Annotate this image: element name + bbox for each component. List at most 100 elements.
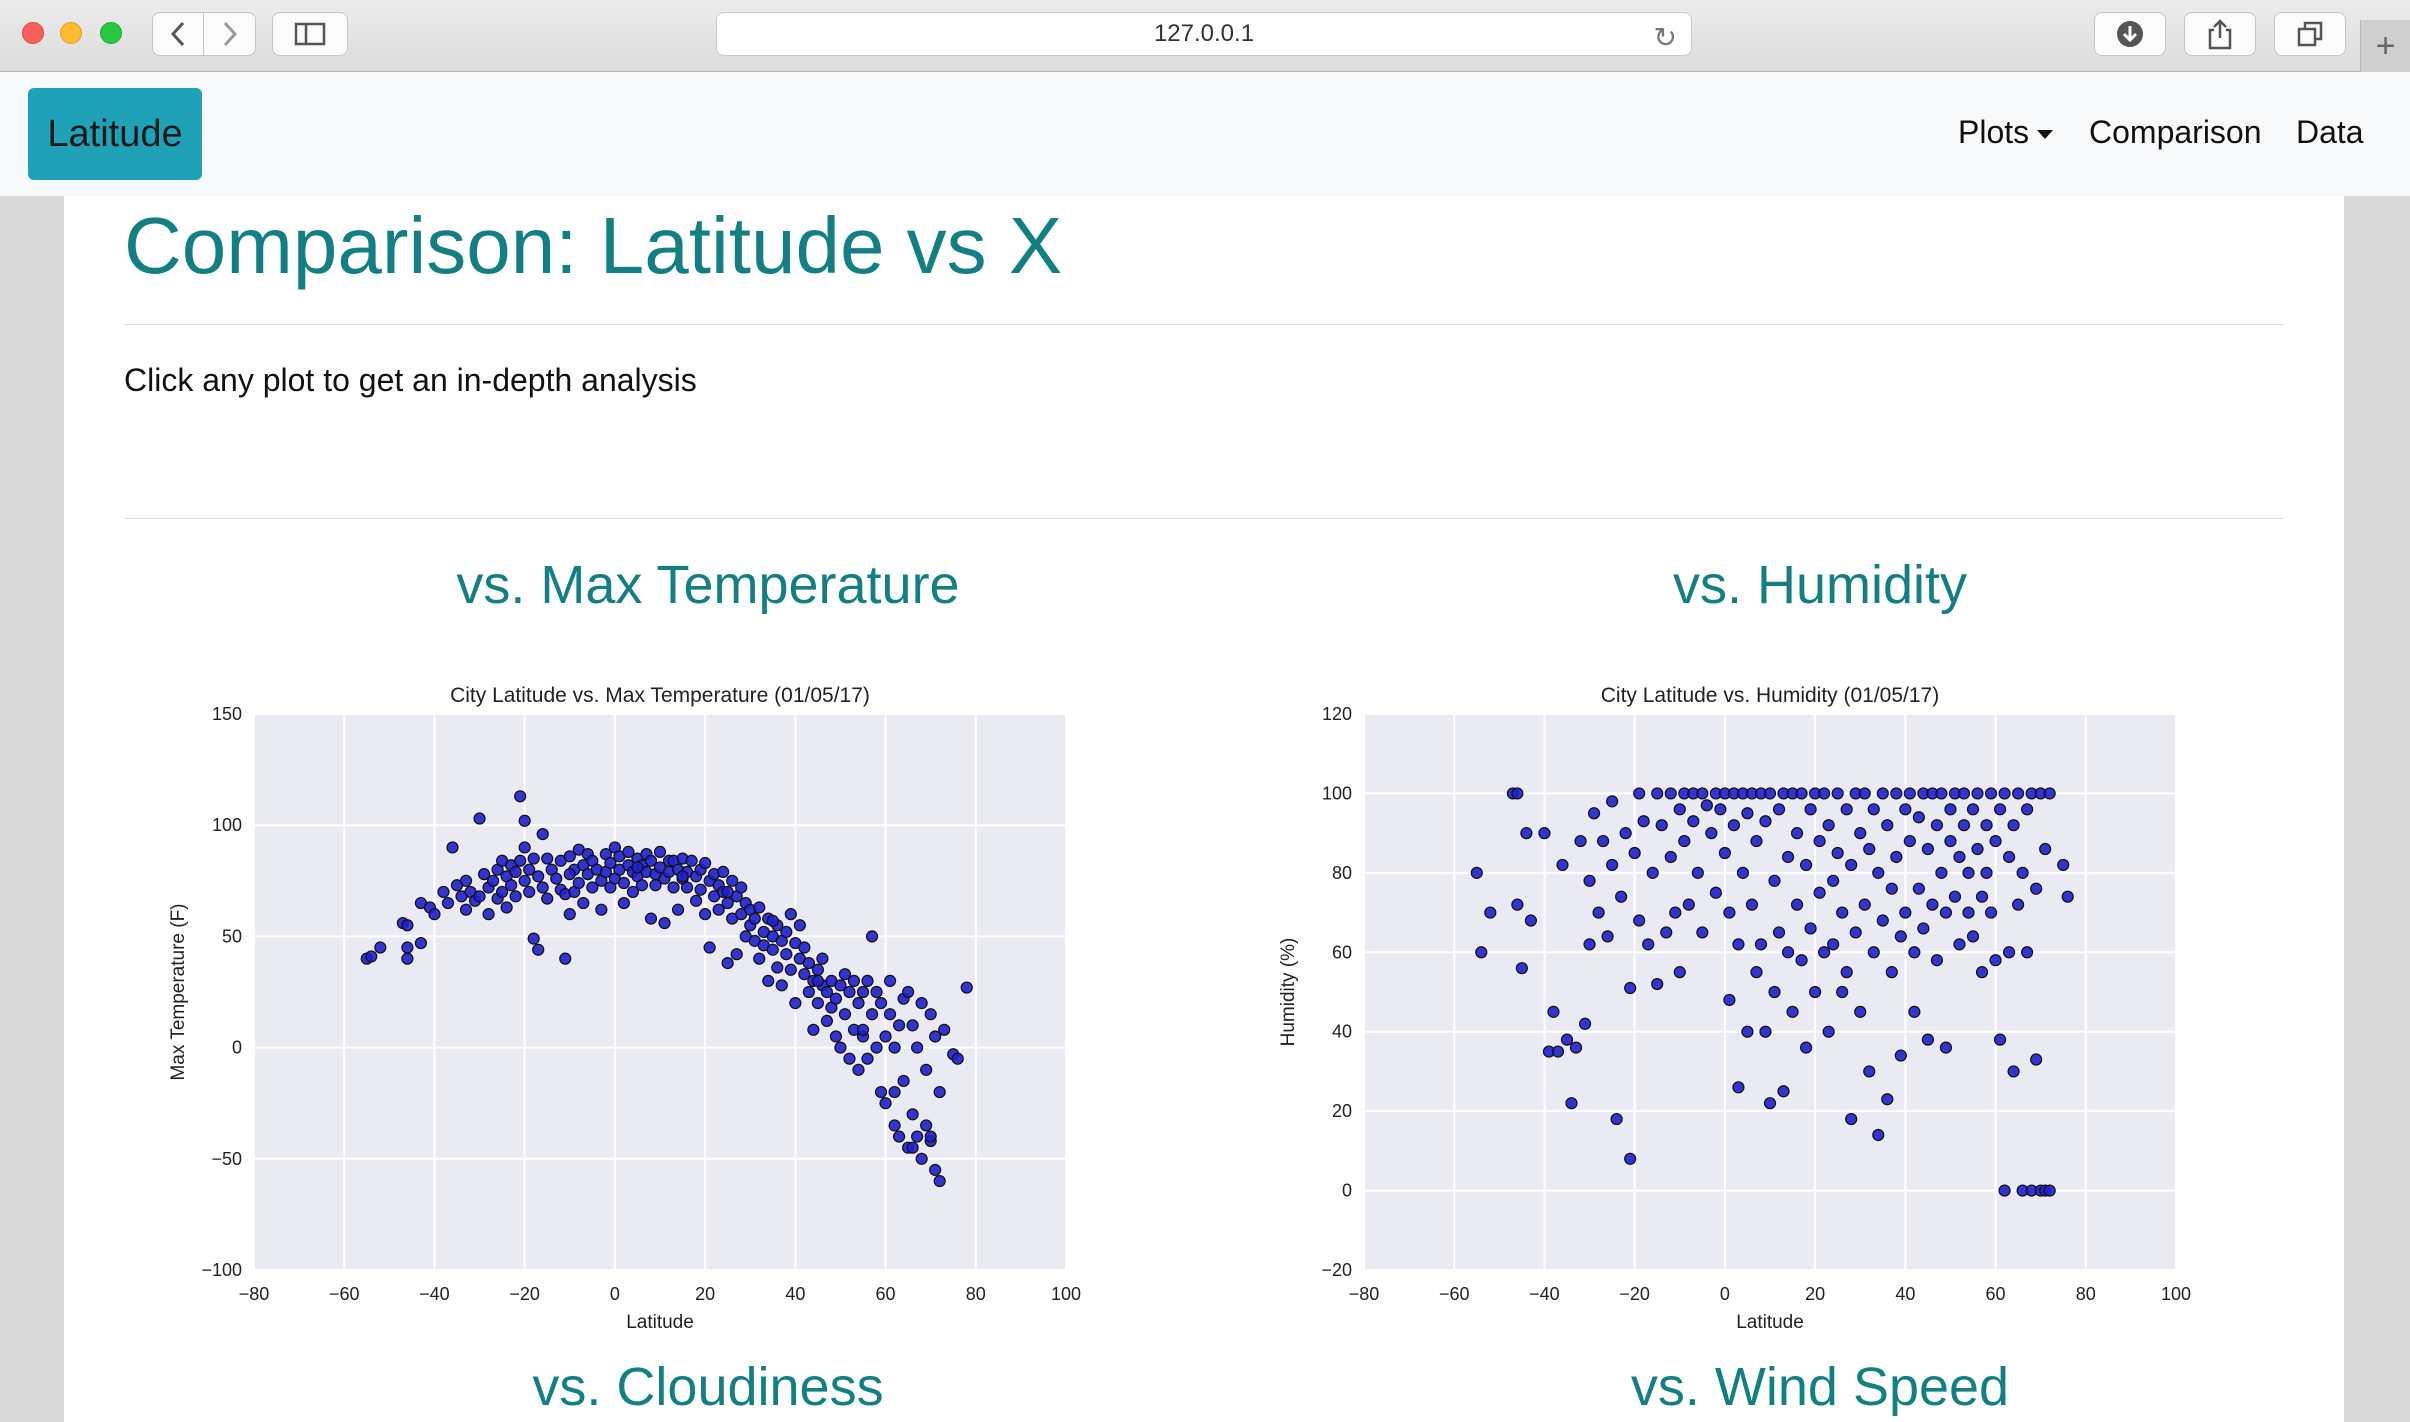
data-point — [766, 914, 779, 927]
close-window-button[interactable] — [22, 22, 44, 44]
data-point — [1912, 811, 1925, 824]
max-temperature-plot[interactable]: −80 −60 −40 −20 0 20 40 60 80 100 −100 −50 0 50 100 150… — [160, 666, 1160, 1346]
data-point — [1908, 946, 1921, 959]
data-point — [1944, 803, 1957, 816]
data-point — [1804, 803, 1817, 816]
forward-button[interactable] — [204, 12, 256, 56]
data-point — [1709, 886, 1722, 899]
data-point — [1637, 815, 1650, 828]
maximize-window-button[interactable] — [100, 22, 122, 44]
data-point — [527, 932, 540, 945]
tab-overview-button[interactable] — [2274, 12, 2346, 56]
data-point — [694, 883, 707, 896]
data-point — [626, 885, 640, 899]
data-point — [1867, 946, 1880, 959]
data-point — [1980, 866, 1993, 879]
data-point — [843, 1052, 856, 1065]
data-point — [1768, 985, 1781, 999]
nav-data-link[interactable]: Data — [2296, 114, 2364, 150]
data-point — [753, 952, 766, 965]
data-point — [1551, 1045, 1565, 1058]
data-point — [509, 865, 522, 879]
data-point — [1849, 926, 1862, 939]
main-content: Comparison: Latitude vs X Click any plot… — [64, 196, 2344, 1422]
data-point — [496, 885, 509, 899]
data-point — [1939, 1041, 1953, 1054]
data-point — [1935, 866, 1948, 879]
data-point — [1827, 874, 1840, 887]
sidebar-toggle-button[interactable] — [272, 12, 348, 56]
y-tick-label: 20 — [1332, 1101, 1352, 1121]
data-point — [1777, 1085, 1790, 1098]
data-point — [563, 908, 576, 921]
share-button[interactable] — [2184, 12, 2256, 56]
data-point — [541, 852, 554, 865]
new-tab-button[interactable]: + — [2360, 20, 2410, 72]
x-tick-label: −20 — [1619, 1284, 1650, 1304]
data-point — [1628, 846, 1641, 860]
data-point — [798, 941, 811, 954]
y-tick-label: 60 — [1332, 942, 1352, 962]
y-tick-label: −50 — [211, 1149, 242, 1169]
data-point — [1547, 1005, 1560, 1018]
data-point — [1809, 985, 1822, 999]
data-point — [1606, 795, 1619, 808]
downloads-button[interactable] — [2094, 12, 2166, 56]
minimize-window-button[interactable] — [60, 22, 82, 44]
address-bar[interactable]: 127.0.0.1 ↻ — [716, 12, 1692, 56]
data-point — [1736, 866, 1750, 879]
data-point — [1858, 787, 1871, 800]
data-point — [1723, 993, 1736, 1007]
data-point — [1840, 966, 1853, 979]
data-point — [1660, 926, 1673, 939]
data-point — [1624, 1152, 1637, 1165]
data-point — [1700, 799, 1713, 812]
data-point — [2043, 787, 2056, 800]
data-point — [1750, 834, 1763, 848]
data-point — [929, 1030, 942, 1043]
data-point — [644, 912, 658, 925]
data-point — [897, 1074, 910, 1088]
data-point — [1723, 906, 1736, 919]
y-tick-label: 120 — [1322, 704, 1352, 724]
data-point — [1984, 787, 1998, 800]
data-point — [1714, 803, 1727, 816]
data-point — [843, 985, 856, 999]
plot-area — [254, 714, 1066, 1270]
data-point — [721, 885, 734, 899]
nav-comparison-link[interactable]: Comparison — [2089, 114, 2262, 150]
data-point — [1673, 803, 1686, 816]
reload-icon[interactable]: ↻ — [1653, 22, 1677, 53]
navbar-brand[interactable]: Latitude — [28, 88, 202, 180]
data-point — [1885, 882, 1898, 895]
nav-plots-dropdown[interactable]: Plots — [1958, 114, 2054, 151]
x-tick-label: 0 — [610, 1284, 620, 1304]
data-point — [536, 827, 549, 841]
data-point — [1845, 1112, 1858, 1126]
data-point — [1669, 906, 1682, 919]
data-point — [902, 985, 915, 999]
data-point — [798, 968, 811, 981]
data-point — [1520, 827, 1533, 840]
data-point — [1718, 846, 1731, 860]
data-point — [829, 1030, 843, 1043]
back-button[interactable] — [152, 12, 204, 56]
data-point — [680, 881, 694, 894]
data-point — [1975, 890, 1989, 903]
data-point — [789, 997, 802, 1010]
data-point — [1750, 966, 1763, 979]
y-tick-label: 150 — [212, 704, 242, 724]
data-point — [459, 874, 473, 887]
data-point — [874, 997, 888, 1010]
data-point — [523, 885, 536, 899]
share-icon — [2208, 19, 2232, 50]
data-point — [852, 1063, 865, 1076]
x-tick-label: 40 — [1895, 1284, 1915, 1304]
data-point — [1912, 882, 1925, 895]
chevron-right-icon — [223, 21, 237, 47]
data-point — [1822, 819, 1835, 832]
browser-toolbar: 127.0.0.1 ↻ + — [0, 0, 2410, 72]
data-point — [2021, 803, 2034, 816]
humidity-plot[interactable]: −80 −60 −40 −20 0 20 40 60 80 100 −20 0 20 40 60 80 100 1… — [1270, 666, 2270, 1346]
data-point — [888, 1041, 901, 1054]
